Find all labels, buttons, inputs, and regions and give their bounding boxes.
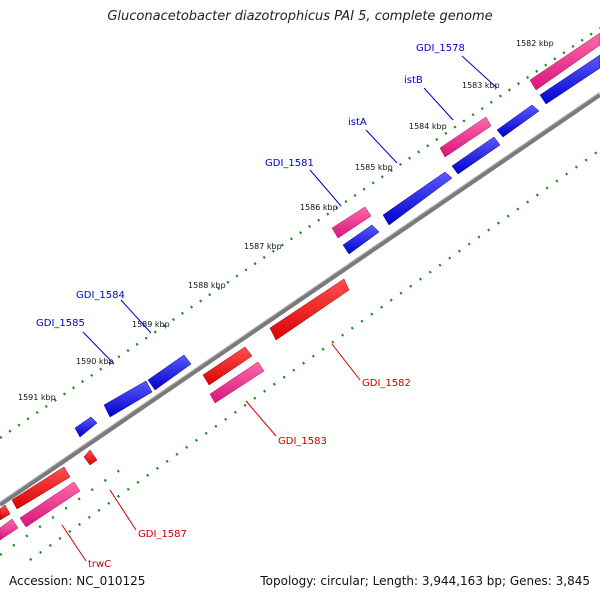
gene-gdi-1578-pink[interactable] — [529, 32, 600, 91]
leader-line — [82, 331, 115, 365]
gene-small-red[interactable] — [83, 449, 98, 466]
gene-gdi-1587-pink[interactable] — [19, 481, 81, 528]
leader-line — [109, 489, 137, 531]
genome-backbone — [0, 93, 600, 507]
scale-labels: 1582 kbp 1583 kbp 1584 kbp 1585 kbp 1586… — [18, 39, 554, 402]
gene-label[interactable]: istB — [404, 75, 423, 86]
gene-istb-pink[interactable] — [439, 116, 492, 158]
scale-label: 1590 kbp — [76, 357, 114, 366]
leader-line — [309, 169, 342, 207]
leader-line — [365, 129, 398, 164]
gene-label[interactable]: GDI_1583 — [278, 436, 327, 447]
forward-strand-features — [74, 32, 600, 438]
map-title: Gluconacetobacter diazotrophicus PAI 5, … — [107, 9, 493, 24]
leader-line — [331, 343, 361, 381]
gene-label[interactable]: GDI_1581 — [265, 158, 314, 169]
leader-line — [245, 400, 277, 437]
gene-gdi-1583-red[interactable] — [202, 346, 253, 386]
gene-small-blue[interactable] — [74, 416, 98, 438]
scale-label: 1582 kbp — [516, 39, 554, 48]
gene-ista-blue-2[interactable] — [382, 171, 453, 226]
scale-label: 1591 kbp — [18, 393, 56, 402]
genome-summary: Topology: circular; Length: 3,944,163 bp… — [260, 574, 590, 588]
scale-label: 1589 kbp — [132, 320, 170, 329]
scale-label: 1583 kbp — [462, 81, 500, 90]
gene-gdi-1585-blue[interactable] — [103, 380, 153, 418]
gene-label[interactable]: GDI_1585 — [36, 318, 85, 329]
gene-label[interactable]: GDI_1582 — [362, 378, 411, 389]
gene-istb-blue[interactable] — [496, 104, 540, 138]
gene-label[interactable]: istA — [348, 117, 367, 128]
gene-trwc-red[interactable] — [0, 504, 11, 521]
forward-gene-labels: GDI_1578 istB istA GDI_1581 GDI_1584 GDI… — [36, 43, 465, 329]
scale-label: 1586 kbp — [300, 203, 338, 212]
gene-gdi-1581-blue[interactable] — [342, 224, 380, 255]
gene-label[interactable]: trwC — [88, 559, 111, 570]
reverse-gene-labels: GDI_1582 GDI_1583 GDI_1587 trwC — [88, 378, 411, 570]
gene-label[interactable]: GDI_1587 — [138, 529, 187, 540]
leader-line — [61, 524, 87, 562]
gene-gdi-1583-pink[interactable] — [209, 361, 265, 404]
forward-label-leaders — [82, 55, 498, 365]
gene-gdi-1587-red[interactable] — [11, 466, 71, 510]
leader-line — [461, 55, 498, 89]
gene-label[interactable]: GDI_1584 — [76, 290, 125, 301]
gene-ista-blue[interactable] — [451, 136, 501, 175]
outer-tick-row — [0, 27, 600, 439]
reverse-label-leaders — [61, 343, 361, 562]
gene-label[interactable]: GDI_1578 — [416, 43, 465, 54]
gene-gdi-1584-blue[interactable] — [147, 354, 192, 391]
gene-gdi-1581-pink[interactable] — [331, 206, 372, 239]
reverse-strand-features — [0, 278, 350, 541]
scale-label: 1585 kbp — [355, 163, 393, 172]
scale-label: 1584 kbp — [409, 122, 447, 131]
genome-backbone-highlight — [0, 91, 600, 503]
gene-gdi-1578-blue[interactable] — [539, 54, 600, 105]
scale-label: 1588 kbp — [188, 281, 226, 290]
leader-line — [120, 299, 152, 334]
scale-label: 1587 kbp — [244, 242, 282, 251]
gene-gdi-1582-red[interactable] — [269, 278, 350, 341]
leader-line — [423, 87, 454, 121]
gene-trwc-pink[interactable] — [0, 518, 19, 541]
accession-label: Accession: NC_010125 — [9, 574, 146, 588]
